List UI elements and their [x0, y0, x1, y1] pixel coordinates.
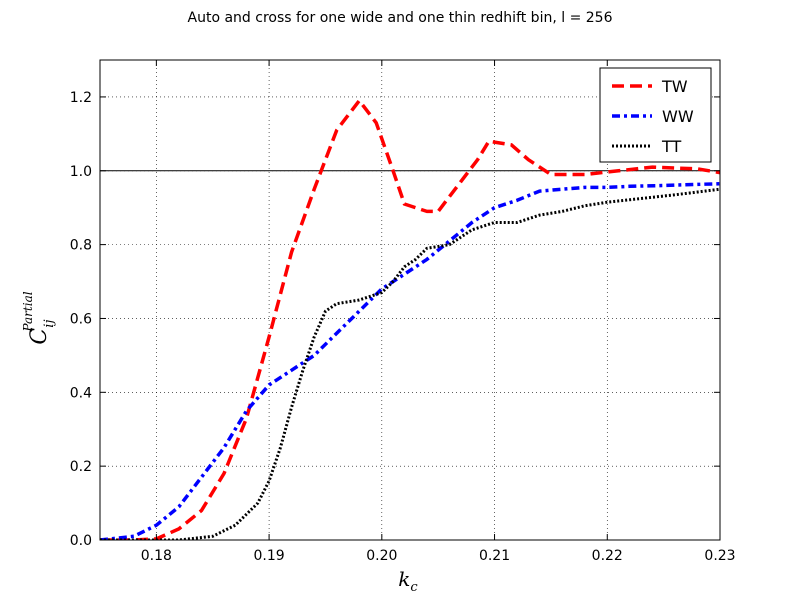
plot-frame — [99, 59, 721, 541]
y-tick-label: 0.4 — [70, 385, 92, 401]
series-line-ww — [100, 181, 720, 540]
x-tick-label: 0.19 — [254, 548, 285, 564]
x-tick-label: 0.22 — [592, 548, 623, 564]
legend-label-tw: TW — [661, 77, 688, 96]
y-tick-label: 1.0 — [70, 164, 92, 180]
y-tick-label: 0.8 — [70, 238, 92, 254]
x-tick-label: 0.23 — [704, 548, 735, 564]
legend: TW WW TT — [599, 67, 712, 163]
x-tick-label: 0.20 — [366, 548, 397, 564]
y-axis-label: CijPartial — [21, 291, 57, 344]
y-tick-label: 0.2 — [70, 459, 92, 475]
x-axis-label: kc — [398, 567, 418, 595]
y-tick-label: 0.6 — [70, 311, 92, 327]
series-line-tw — [100, 98, 720, 540]
y-tick-label: 0.0 — [70, 533, 92, 549]
y-tick-label: 1.2 — [70, 90, 92, 106]
x-tick-label: 0.21 — [479, 548, 510, 564]
legend-label-ww: WW — [662, 107, 694, 126]
legend-label-tt: TT — [661, 137, 681, 156]
series-layer — [100, 98, 720, 540]
x-tick-label: 0.18 — [141, 548, 172, 564]
series-line-tt — [100, 187, 720, 540]
svg-text:CijPartial: CijPartial — [21, 291, 57, 344]
chart-title: Auto and cross for one wide and one thin… — [188, 10, 613, 26]
ticks: 0.18 0.19 0.20 0.21 0.22 0.23 0.0 0.2 0.4 0.6 0.8 1… — [70, 60, 736, 564]
